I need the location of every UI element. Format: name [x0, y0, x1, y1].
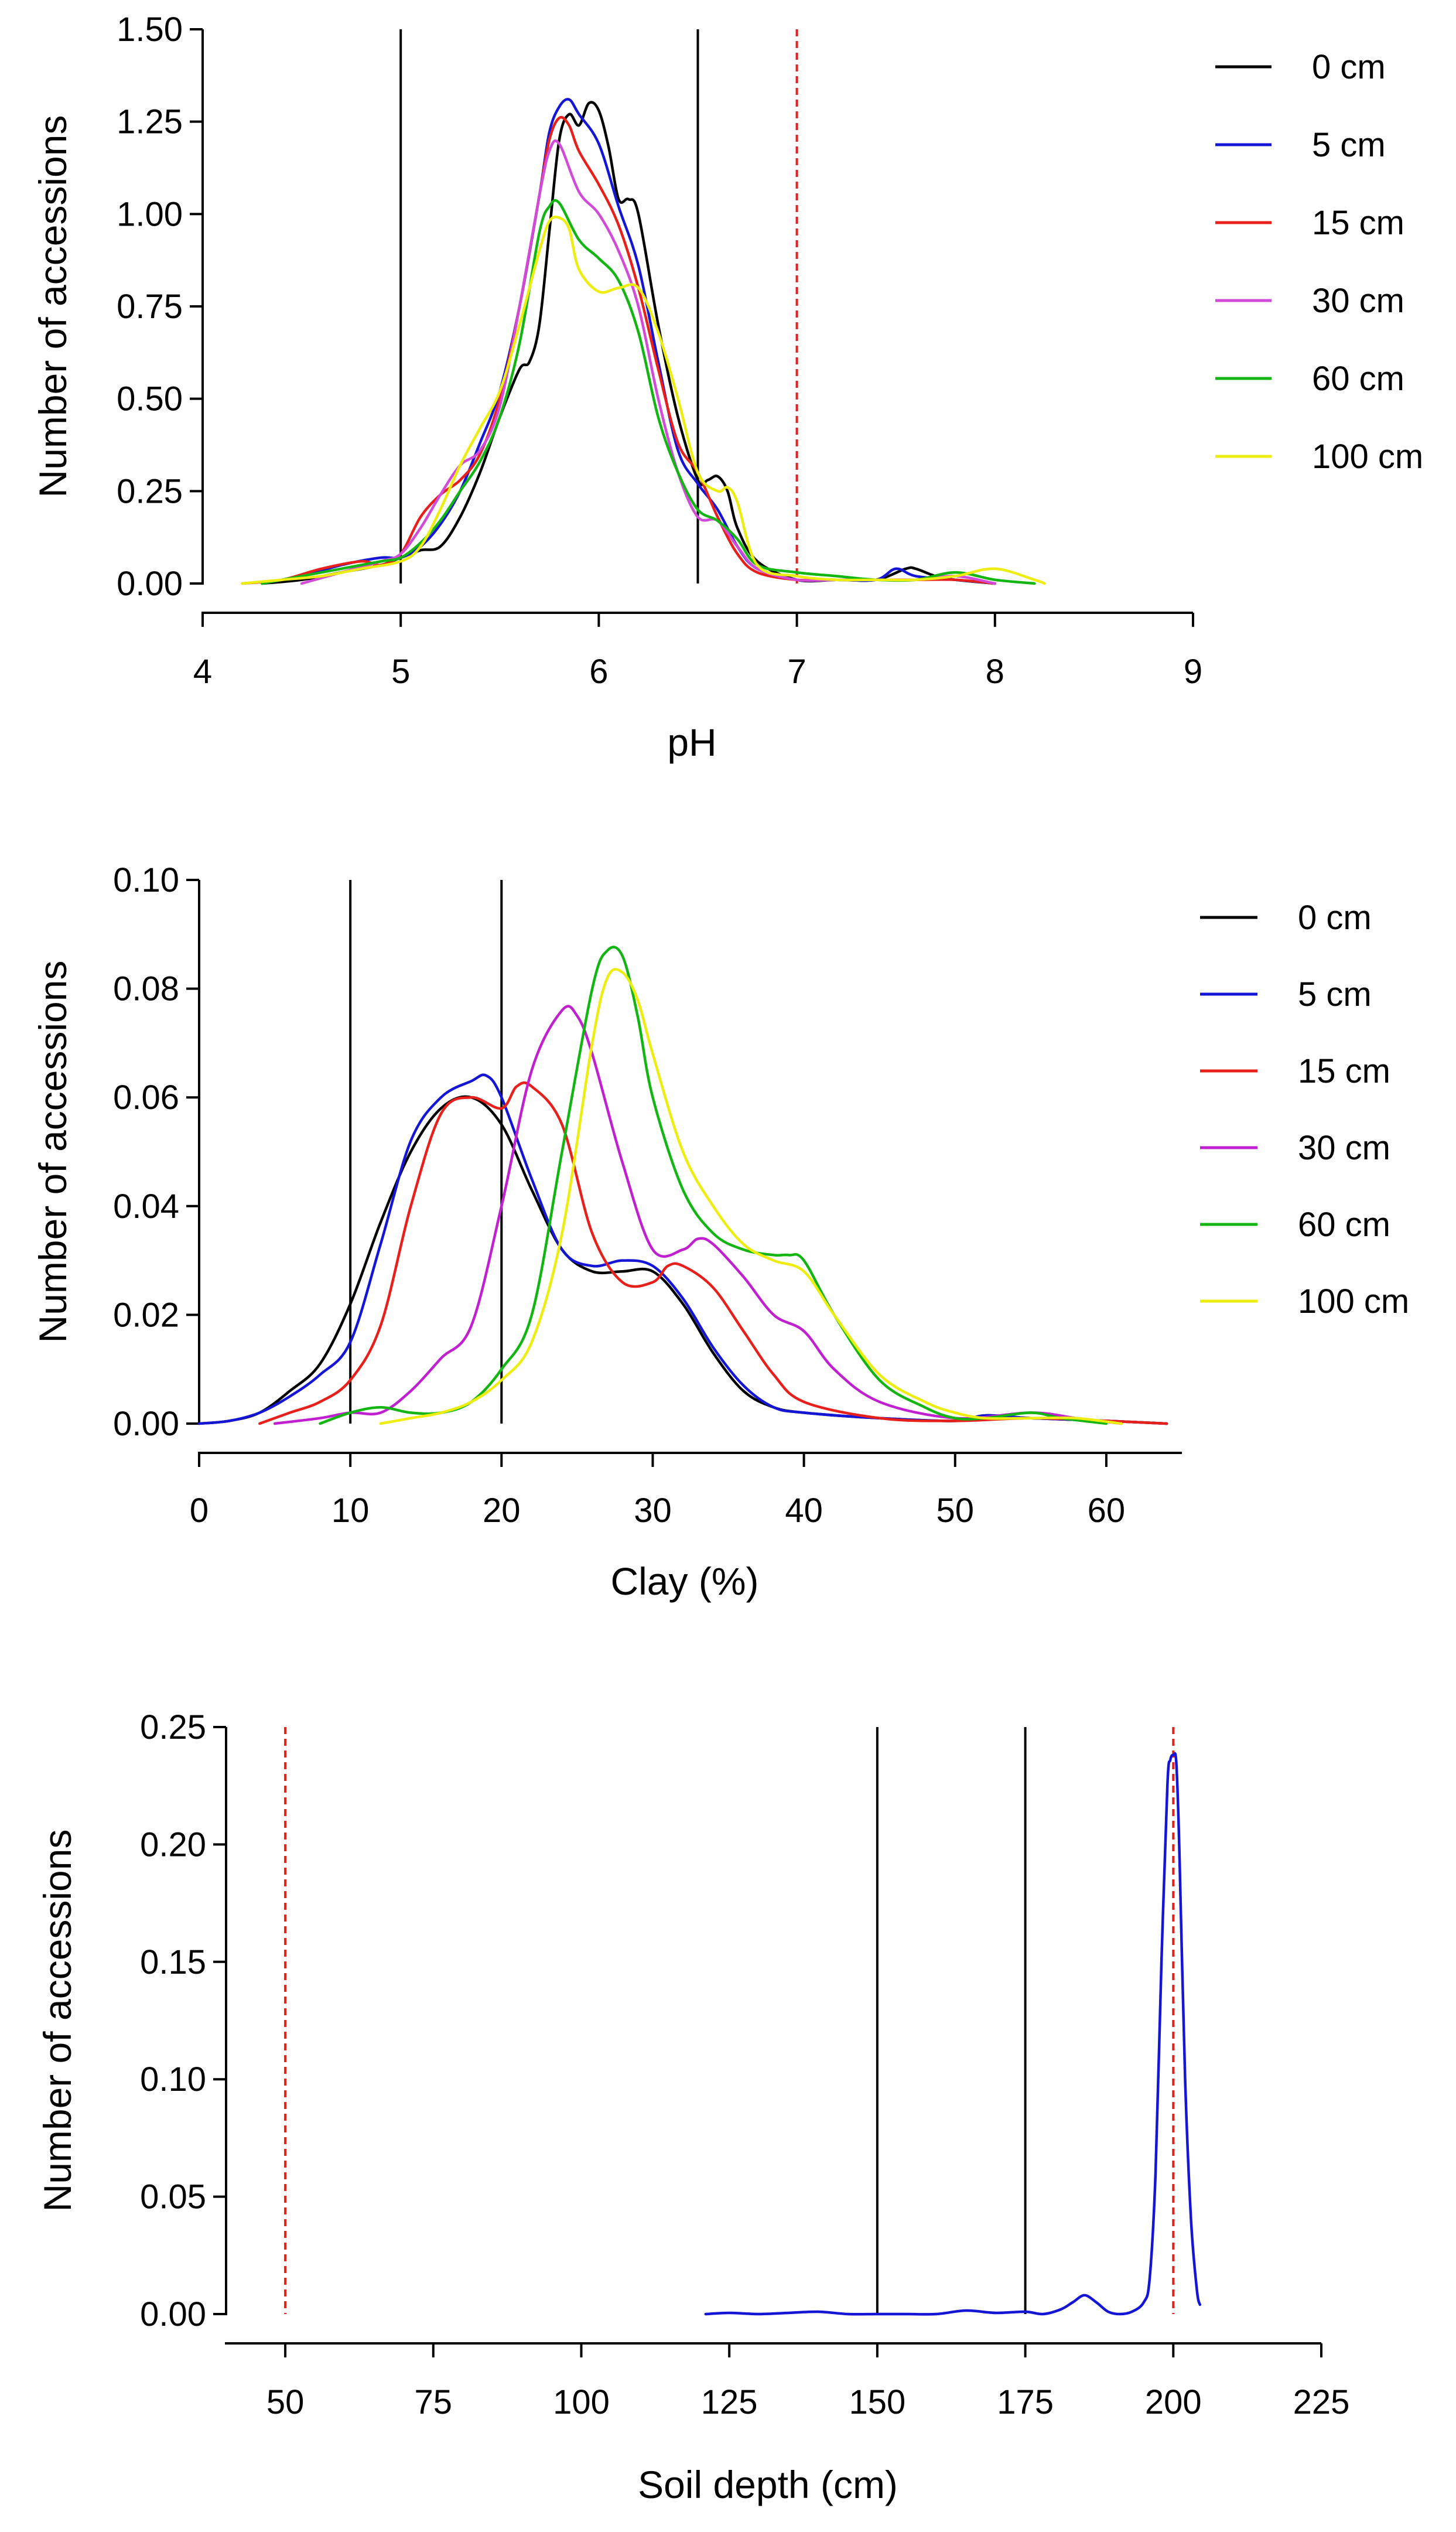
x-tick-label: 225 — [1293, 2383, 1350, 2421]
series-line-30-cm — [300, 139, 997, 585]
legend-label: 100 cm — [1312, 438, 1423, 476]
x-axis-title: Soil depth (cm) — [638, 2463, 898, 2506]
y-tick-label: 1.00 — [117, 195, 183, 233]
y-tick-label: 1.25 — [117, 103, 183, 141]
legend-label: 60 cm — [1298, 1206, 1390, 1244]
y-tick-label: 0.00 — [117, 565, 183, 603]
y-tick-label: 0.50 — [117, 380, 183, 418]
series-line-30-cm — [273, 1005, 1123, 1425]
y-tick-label: 0.05 — [140, 2178, 206, 2216]
x-tick-label: 9 — [1184, 653, 1202, 691]
y-tick-label: 0.15 — [140, 1943, 206, 1981]
legend-label: 5 cm — [1298, 975, 1372, 1014]
legend-label: 30 cm — [1312, 282, 1404, 320]
y-tick-label: 0.08 — [113, 970, 179, 1008]
x-tick-label: 8 — [986, 653, 1004, 691]
legend-label: 15 cm — [1312, 204, 1404, 242]
x-tick-label: 50 — [266, 2383, 305, 2421]
y-tick-label: 0.02 — [113, 1296, 179, 1334]
y-tick-label: 0.00 — [140, 2295, 206, 2333]
x-tick-label: 60 — [1088, 1492, 1126, 1530]
x-tick-label: 100 — [553, 2383, 610, 2421]
series-line-Soil-depth — [704, 1752, 1202, 2316]
y-tick-label: 0.25 — [117, 472, 183, 510]
x-tick-label: 150 — [849, 2383, 906, 2421]
x-tick-label: 6 — [589, 653, 608, 691]
y-tick-label: 0.75 — [117, 288, 183, 326]
x-axis-title: pH — [667, 721, 716, 764]
y-axis-title: Number of accessions — [31, 115, 74, 498]
x-tick-label: 175 — [997, 2383, 1054, 2421]
series-line-5-cm — [261, 98, 997, 585]
series-line-0-cm — [261, 101, 997, 585]
y-tick-label: 0.06 — [113, 1079, 179, 1117]
legend-label: 30 cm — [1298, 1129, 1390, 1167]
x-tick-label: 7 — [787, 653, 806, 691]
y-tick-label: 1.50 — [117, 11, 183, 49]
y-axis-title: Number of accessions — [31, 961, 74, 1343]
x-tick-label: 10 — [331, 1492, 370, 1530]
legend-label: 60 cm — [1312, 360, 1404, 398]
y-tick-label: 0.04 — [113, 1187, 179, 1226]
series-line-15-cm — [241, 116, 997, 585]
series-line-0-cm — [197, 1095, 1168, 1425]
x-tick-label: 50 — [937, 1492, 975, 1530]
y-axis-title: Number of accessions — [36, 1830, 79, 2212]
chart-clay: 0.00 0.02 0.04 0.06 0.08 0.10 0 10 20 30 40 50 60 Cla… — [31, 861, 1409, 1603]
y-tick-label: 0.25 — [140, 1708, 206, 1746]
x-tick-label: 200 — [1145, 2383, 1202, 2421]
x-tick-label: 4 — [193, 653, 212, 691]
legend-label: 100 cm — [1298, 1282, 1409, 1320]
legend-label: 15 cm — [1298, 1052, 1390, 1090]
series-line-60-cm — [261, 199, 1036, 585]
x-tick-label: 30 — [634, 1492, 672, 1530]
series-line-15-cm — [258, 1081, 1168, 1425]
x-tick-label: 75 — [415, 2383, 453, 2421]
chart-soil-depth: 0.00 0.05 0.10 0.15 0.20 0.25 50 75 100 125 150 175… — [36, 1708, 1349, 2506]
legend-label: 0 cm — [1298, 899, 1372, 937]
y-tick-label: 0.00 — [113, 1405, 179, 1443]
series-line-100-cm — [241, 215, 1046, 585]
y-tick-label: 0.20 — [140, 1825, 206, 1864]
x-tick-label: 0 — [190, 1492, 209, 1530]
x-tick-label: 125 — [701, 2383, 758, 2421]
chart-ph: 0.00 0.25 0.50 0.75 1.00 1.25 1.50 4 5 6 7 8 9 pH Numb… — [31, 11, 1423, 764]
series-line-60-cm — [319, 946, 1108, 1425]
legend-label: 0 cm — [1312, 48, 1386, 86]
x-tick-label: 5 — [391, 653, 410, 691]
x-tick-label: 20 — [483, 1492, 521, 1530]
legend-label: 5 cm — [1312, 126, 1386, 164]
y-tick-label: 0.10 — [140, 2060, 206, 2098]
y-tick-label: 0.10 — [113, 861, 179, 899]
x-axis-title: Clay (%) — [610, 1560, 758, 1603]
series-line-100-cm — [379, 968, 1123, 1425]
x-tick-label: 40 — [785, 1492, 823, 1530]
